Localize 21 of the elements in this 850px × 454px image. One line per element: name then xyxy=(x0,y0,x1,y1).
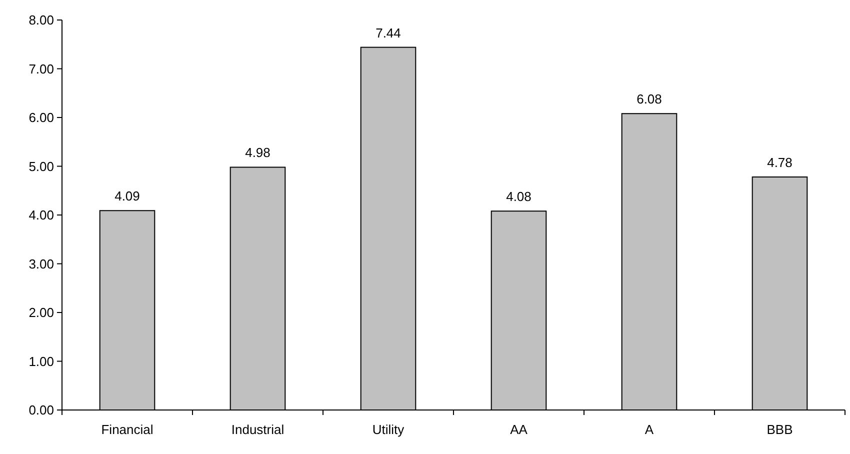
data-label: 7.44 xyxy=(376,25,401,40)
y-tick-label: 4.00 xyxy=(28,208,54,223)
data-label: 6.08 xyxy=(636,92,662,107)
y-tick-label: 7.00 xyxy=(28,61,54,76)
data-label: 4.09 xyxy=(114,188,140,204)
data-label: 4.98 xyxy=(245,145,270,160)
y-tick-label: 1.00 xyxy=(28,354,54,369)
x-tick-label: A xyxy=(644,422,654,437)
y-tick-label: 8.00 xyxy=(28,12,54,28)
y-tick-label: 0.00 xyxy=(28,402,54,418)
x-tick-label: Financial xyxy=(101,422,154,437)
x-tick-label: Utility xyxy=(372,422,405,437)
data-label: 4.08 xyxy=(506,189,532,204)
y-tick-label: 2.00 xyxy=(28,305,54,320)
y-tick-label: 5.00 xyxy=(28,158,54,174)
y-tick-label: 6.00 xyxy=(28,110,54,126)
x-tick-label: AA xyxy=(510,422,528,437)
x-tick-label: Industrial xyxy=(231,422,284,437)
y-tick-label: 3.00 xyxy=(28,256,54,272)
x-tick-label: BBB xyxy=(766,422,793,437)
data-label: 4.78 xyxy=(767,154,792,170)
